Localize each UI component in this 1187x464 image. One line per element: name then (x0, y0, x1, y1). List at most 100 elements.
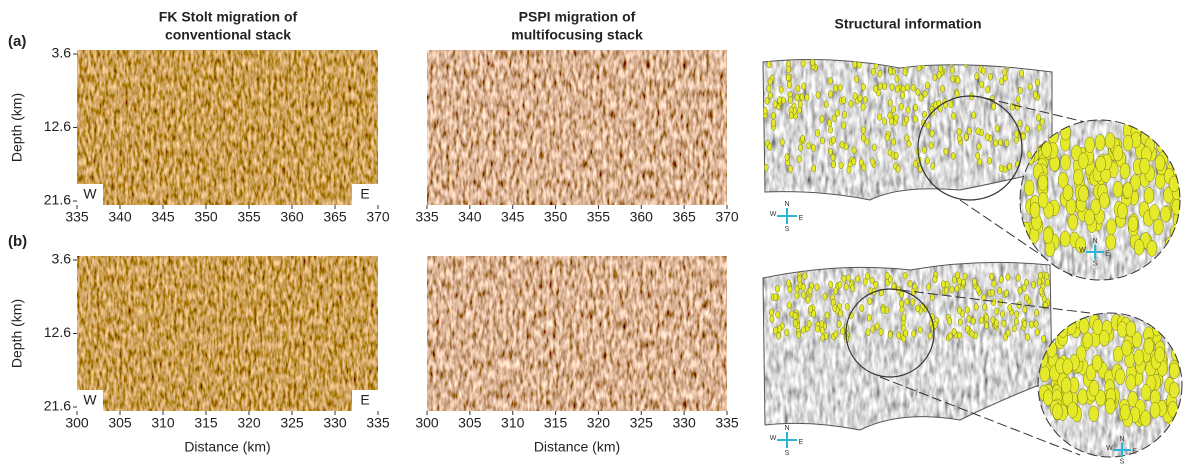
dip-marker (1167, 401, 1178, 418)
dip-marker (1059, 230, 1071, 248)
dip-marker (979, 80, 985, 89)
dip-marker (857, 94, 863, 102)
dip-marker (848, 99, 854, 108)
dip-marker (822, 292, 828, 301)
dip-marker (840, 327, 845, 335)
compass-arrow (777, 432, 797, 448)
dip-marker (1022, 320, 1027, 328)
dip-marker (820, 136, 825, 145)
dip-marker (777, 325, 782, 333)
compass-label: E (799, 215, 804, 222)
dip-marker (884, 133, 890, 142)
dip-marker (991, 298, 996, 306)
dip-marker (994, 319, 999, 327)
compass-label: S (1093, 261, 1098, 268)
dip-marker (827, 77, 833, 85)
dip-marker (860, 83, 866, 91)
x-tick-label: 370 (366, 209, 390, 225)
direction-label: W (83, 186, 97, 202)
dip-marker (870, 68, 876, 76)
dip-marker (911, 330, 917, 338)
dip-marker (1164, 318, 1175, 335)
dip-marker (904, 83, 910, 92)
dip-marker (1090, 198, 1101, 215)
dip-marker (767, 78, 773, 86)
dip-marker (891, 138, 897, 146)
dip-marker (901, 313, 906, 322)
dip-marker (1005, 273, 1011, 281)
dip-marker (898, 103, 904, 111)
dip-marker (878, 328, 884, 336)
dip-marker (824, 311, 830, 320)
dip-marker (998, 138, 1003, 146)
dip-marker (833, 330, 839, 338)
dip-marker (998, 164, 1004, 173)
dip-marker (904, 134, 910, 142)
dip-marker (833, 287, 839, 295)
dip-marker (862, 96, 868, 104)
dip-marker (778, 86, 784, 94)
dip-marker (916, 63, 922, 72)
dip-marker (795, 84, 801, 93)
dip-marker (1026, 151, 1032, 159)
dip-marker (1015, 274, 1021, 282)
dip-marker (1045, 278, 1050, 287)
dip-marker (1067, 213, 1079, 231)
dip-marker (836, 320, 842, 328)
compass-arrow (1113, 442, 1131, 458)
dip-marker (1112, 181, 1123, 198)
y-tick-label: 12.6 (44, 118, 71, 134)
dip-marker (989, 272, 995, 281)
x-tick-label: 335 (415, 209, 439, 225)
compass-label: S (785, 226, 790, 233)
dip-marker (785, 73, 791, 82)
dip-marker (1000, 310, 1006, 318)
compass-label: S (785, 450, 790, 457)
dip-marker (799, 93, 805, 101)
dip-marker (970, 317, 976, 325)
dip-marker (852, 92, 858, 100)
dip-marker (1164, 122, 1175, 139)
dip-marker (893, 59, 899, 67)
dip-marker (802, 272, 808, 280)
dip-marker (973, 303, 979, 311)
dip-marker (966, 315, 972, 323)
dip-marker (841, 121, 847, 129)
dip-marker (843, 283, 849, 291)
dip-marker (1077, 388, 1088, 405)
dip-marker (870, 157, 876, 166)
dip-marker (1164, 316, 1176, 334)
dip-marker (864, 138, 870, 146)
dip-marker (1168, 175, 1180, 193)
x-tick-label: 320 (237, 415, 261, 431)
dip-marker (862, 278, 868, 286)
dip-marker (951, 112, 957, 120)
seismic-image (77, 256, 378, 411)
dip-marker (1062, 358, 1073, 375)
dip-marker (926, 283, 932, 291)
dip-marker (930, 162, 936, 170)
dip-marker (887, 331, 893, 339)
dip-marker (940, 85, 945, 93)
dip-marker (1084, 136, 1095, 154)
dip-marker (981, 294, 987, 302)
compass-label: N (1092, 238, 1097, 245)
dip-marker (962, 272, 968, 281)
dip-marker (1169, 140, 1180, 157)
dip-marker (819, 115, 825, 123)
dip-marker (1038, 287, 1044, 295)
dip-marker (786, 65, 792, 74)
dip-marker (917, 326, 923, 334)
dip-marker (947, 332, 953, 340)
seismic-image (427, 50, 727, 205)
dip-marker (1173, 314, 1182, 332)
dip-marker (865, 272, 870, 280)
y-tick-label: 21.6 (44, 398, 71, 414)
dip-marker (982, 303, 988, 311)
dip-marker (879, 288, 884, 297)
dip-marker (775, 285, 780, 293)
dip-marker (1033, 91, 1038, 99)
dip-marker (1173, 140, 1180, 157)
dip-marker (1017, 119, 1023, 128)
